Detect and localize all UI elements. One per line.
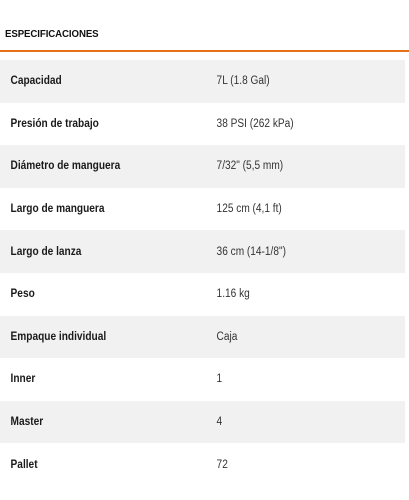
spec-label: Master <box>10 416 44 429</box>
spec-label: Empaque individual <box>10 330 107 343</box>
spec-label: Largo de lanza <box>10 245 82 258</box>
section-title: ESPECIFICACIONES <box>5 28 99 40</box>
accent-divider <box>0 50 409 52</box>
spec-label: Largo de manguera <box>10 203 105 216</box>
spec-row-inner: Inner 1 <box>0 358 405 401</box>
specifications-header: ESPECIFICACIONES <box>0 0 409 44</box>
spec-row-peso: Peso 1.16 kg <box>0 272 405 316</box>
spec-row-master: Master 4 <box>0 400 405 444</box>
spec-value: 4 <box>216 416 223 429</box>
spec-label: Peso <box>10 288 35 301</box>
specifications-table: Capacidad 7L (1.8 Gal) Presión de trabaj… <box>0 60 405 486</box>
spec-value: 1.16 kg <box>216 288 250 301</box>
spec-label: Inner <box>10 373 36 386</box>
spec-row-largo-manguera: Largo de manguera 125 cm (4,1 ft) <box>0 187 405 231</box>
spec-value: Caja <box>216 330 238 343</box>
spec-label: Capacidad <box>10 75 62 88</box>
spec-value: 7/32" (5,5 mm) <box>216 160 284 173</box>
spec-value: 72 <box>216 458 228 471</box>
spec-row-capacidad: Capacidad 7L (1.8 Gal) <box>0 60 405 103</box>
spec-row-presion: Presión de trabajo 38 PSI (262 kPa) <box>0 102 405 146</box>
spec-row-largo-lanza: Largo de lanza 36 cm (14-1/8") <box>0 230 405 273</box>
spec-label: Presión de trabajo <box>10 117 99 130</box>
spec-value: 1 <box>216 373 223 386</box>
spec-label: Pallet <box>10 458 38 471</box>
spec-row-diametro: Diámetro de manguera 7/32" (5,5 mm) <box>0 145 405 188</box>
spec-row-pallet: Pallet 72 <box>0 443 405 486</box>
spec-value: 36 cm (14-1/8") <box>216 245 286 258</box>
spec-value: 7L (1.8 Gal) <box>216 75 270 88</box>
spec-row-empaque: Empaque individual Caja <box>0 315 405 359</box>
spec-value: 38 PSI (262 kPa) <box>216 117 294 130</box>
spec-label: Diámetro de manguera <box>10 160 121 173</box>
spec-value: 125 cm (4,1 ft) <box>216 203 282 216</box>
